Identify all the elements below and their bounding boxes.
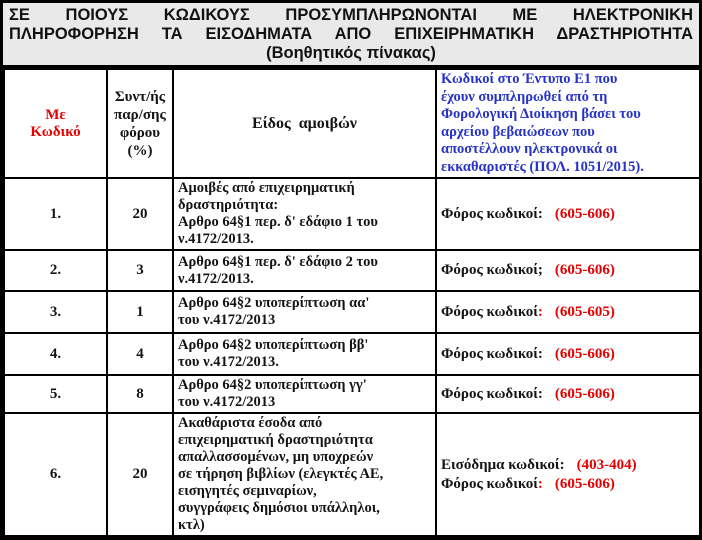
code-value: (605-606) bbox=[554, 475, 615, 492]
code-line: Φόρος κωδικοί: (605-606) bbox=[441, 385, 695, 404]
code-line: Φόρος κωδικοί: (605-606) bbox=[441, 205, 695, 224]
row-rate-cell: 4 bbox=[106, 332, 174, 376]
code-line: Φόρος κωδικοί; (605-606) bbox=[441, 261, 695, 280]
code-label-punctuation: : bbox=[537, 385, 543, 402]
code-label-punctuation: : bbox=[537, 475, 543, 492]
code-line: Φόρος κωδικοί: (605-605) bbox=[441, 303, 695, 322]
row-e1-codes-cell: Φόρος κωδικοί: (605-606) bbox=[435, 332, 701, 376]
row-code-cell: 6. bbox=[3, 412, 108, 537]
row-rate-cell: 8 bbox=[106, 374, 174, 414]
table-row: 5. 8 Αρθρο 64§2 υποπερίπτωση γγ' του ν.4… bbox=[3, 374, 701, 414]
code-label: Φόρος κωδικοί bbox=[441, 303, 538, 320]
row-code-cell: 5. bbox=[3, 374, 108, 414]
row-e1-codes-cell: Φόρος κωδικοί; (605-606) bbox=[435, 249, 701, 292]
code-label-punctuation: ; bbox=[537, 262, 543, 278]
row-type-cell: Ακαθάριστα έσοδα από επιχειρηματική δρασ… bbox=[172, 412, 437, 537]
row-rate-cell: 1 bbox=[106, 290, 174, 334]
code-label: Φόρος κωδικοί bbox=[441, 385, 538, 402]
title-line-1: ΣΕ ΠΟΙΟΥΣ ΚΩΔΙΚΟΥΣ ΠΡΟΣΥΜΠΛΗΡΩΝΟΝΤΑΙ ΜΕ … bbox=[9, 6, 693, 24]
code-label-punctuation: : bbox=[537, 205, 543, 222]
code-value: (605-606) bbox=[554, 385, 615, 402]
column-header-code: Με Κωδικό bbox=[3, 68, 108, 179]
code-label-punctuation: : bbox=[537, 345, 543, 362]
row-e1-codes-cell: Φόρος κωδικοί: (605-606) bbox=[435, 177, 701, 251]
table-row: 4. 4 Αρθρο 64§2 υποπερίπτωση ββ' του ν.4… bbox=[3, 332, 701, 376]
row-e1-codes-cell: Φόρος κωδικοί: (605-606) bbox=[435, 374, 701, 414]
row-code-cell: 4. bbox=[3, 332, 108, 376]
table-row: 1. 20 Αμοιβές από επιχειρηματική δραστηρ… bbox=[3, 177, 701, 251]
code-value: (605-606) bbox=[554, 262, 615, 278]
code-label-punctuation: : bbox=[537, 303, 543, 320]
row-code-cell: 3. bbox=[3, 290, 108, 334]
title-subtitle: (Βοηθητικός πίνακας) bbox=[266, 44, 436, 62]
document-title: ΣΕ ΠΟΙΟΥΣ ΚΩΔΙΚΟΥΣ ΠΡΟΣΥΜΠΛΗΡΩΝΟΝΤΑΙ ΜΕ … bbox=[3, 3, 699, 68]
row-type-cell: Αρθρο 64§2 υποπερίπτωση αα' του ν.4172/2… bbox=[172, 290, 437, 334]
header-row: Με Κωδικό Συντ/ής παρ/σης φόρου (%) Είδο… bbox=[3, 68, 701, 179]
code-label-punctuation: : bbox=[559, 456, 565, 473]
tax-codes-table: Με Κωδικό Συντ/ής παρ/σης φόρου (%) Είδο… bbox=[3, 68, 701, 537]
code-line: Φόρος κωδικοί: (605-606) bbox=[441, 345, 695, 364]
row-e1-codes-cell: Φόρος κωδικοί: (605-605) bbox=[435, 290, 701, 334]
row-type-cell: Αρθρο 64§2 υποπερίπτωση ββ' του ν.4172/2… bbox=[172, 332, 437, 376]
row-type-cell: Αμοιβές από επιχειρηματική δραστηριότητα… bbox=[172, 177, 437, 251]
row-type-cell: Αρθρο 64§2 υποπερίπτωση γγ' του ν.4172/2… bbox=[172, 374, 437, 414]
row-code-cell: 1. bbox=[3, 177, 108, 251]
table-row: 3. 1 Αρθρο 64§2 υποπερίπτωση αα' του ν.4… bbox=[3, 290, 701, 334]
code-label: Φόρος κωδικοί bbox=[441, 205, 538, 222]
code-value: (605-605) bbox=[554, 303, 615, 320]
table-body: Με Κωδικό Συντ/ής παρ/σης φόρου (%) Είδο… bbox=[3, 68, 701, 537]
code-value: (403-404) bbox=[576, 456, 637, 473]
column-header-e1-codes: Κωδικοί στο Έντυπο Ε1 που έχουν συμπληρω… bbox=[435, 68, 701, 179]
code-label: Φόρος κωδικοί bbox=[441, 345, 538, 362]
code-value: (605-606) bbox=[554, 345, 615, 362]
table-row: 6. 20 Ακαθάριστα έσοδα από επιχειρηματικ… bbox=[3, 412, 701, 537]
column-header-type: Είδος αμοιβών bbox=[172, 68, 437, 179]
code-value: (605-606) bbox=[554, 205, 615, 222]
row-code-cell: 2. bbox=[3, 249, 108, 292]
code-line: Φόρος κωδικοί: (605-606) bbox=[441, 475, 695, 494]
table-row: 2. 3 Αρθρο 64§1 περ. δ' εδάφιο 2 του ν.4… bbox=[3, 249, 701, 292]
code-label: Φόρος κωδικοί bbox=[441, 262, 538, 278]
column-header-rate: Συντ/ής παρ/σης φόρου (%) bbox=[106, 68, 174, 179]
title-line-2: ΠΛΗΡΟΦΟΡΗΣΗ ΤΑ ΕΙΣΟΔΗΜΑΤΑ ΑΠΟ ΕΠΙΧΕΙΡΗΜΑ… bbox=[9, 25, 693, 43]
row-rate-cell: 20 bbox=[106, 177, 174, 251]
code-label: Εισόδημα κωδικοί bbox=[441, 456, 560, 473]
code-label: Φόρος κωδικοί bbox=[441, 475, 538, 492]
row-type-cell: Αρθρο 64§1 περ. δ' εδάφιο 2 του ν.4172/2… bbox=[172, 249, 437, 292]
code-line: Εισόδημα κωδικοί: (403-404) bbox=[441, 456, 695, 475]
row-rate-cell: 3 bbox=[106, 249, 174, 292]
